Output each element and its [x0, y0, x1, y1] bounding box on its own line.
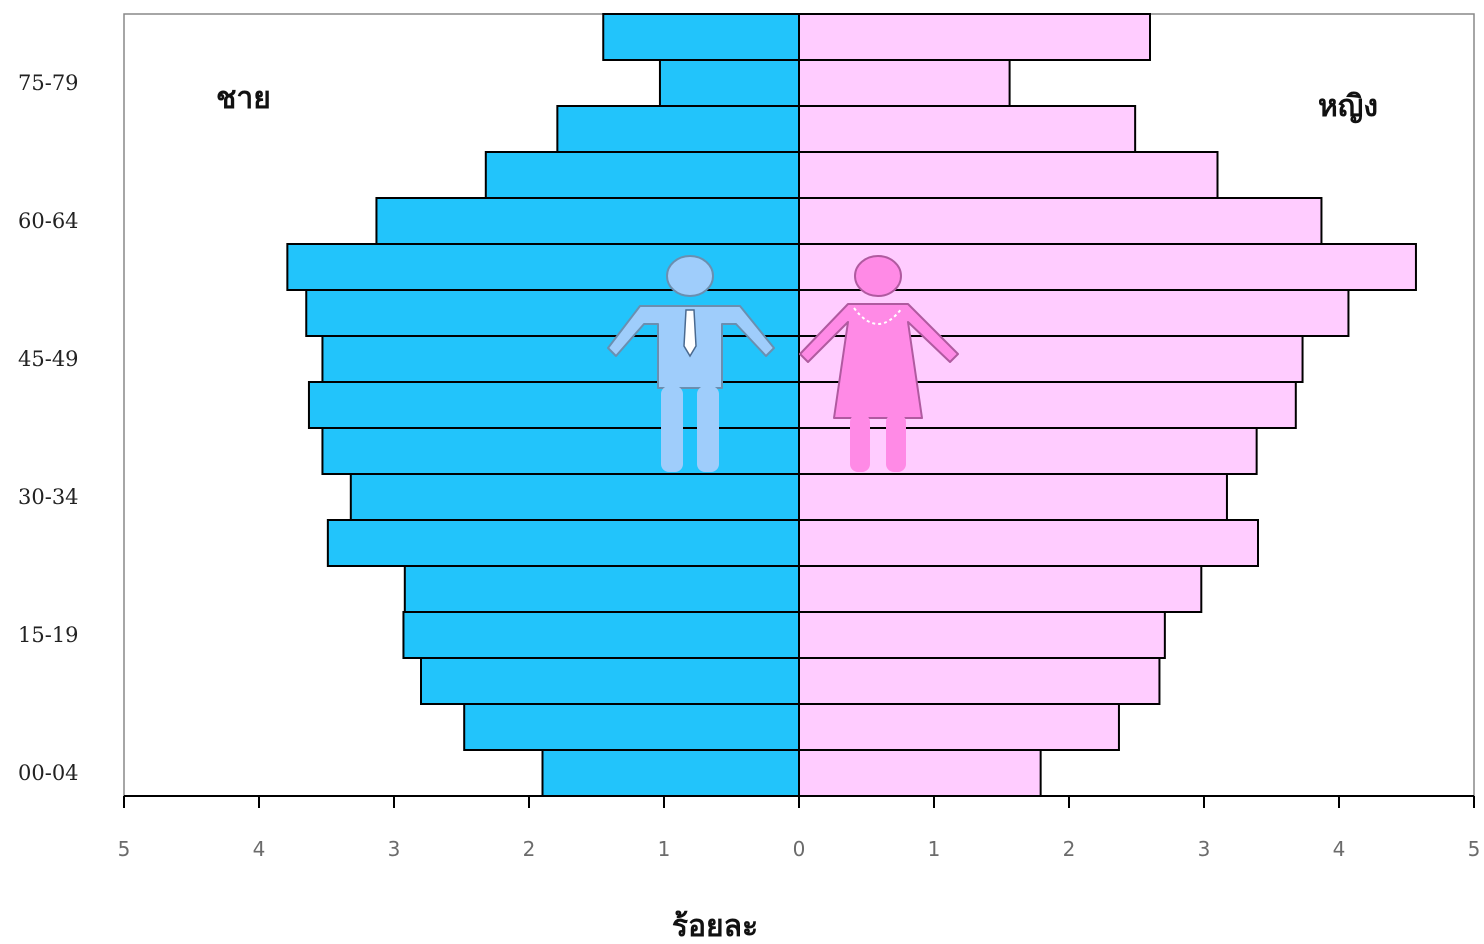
x-ticks-group: 5 4 3 2 1 0 1 2 3 4 5 — [118, 796, 1481, 861]
x-tick-label: 1 — [658, 837, 671, 861]
female-bar-30-34 — [798, 473, 1228, 521]
female-bar-00-04 — [798, 749, 1042, 797]
female-bar-10-14 — [798, 657, 1161, 705]
male-bar-20-24 — [403, 565, 800, 613]
age-group-label: 60-64 — [18, 209, 79, 233]
male-bar-60-64 — [375, 197, 800, 245]
woman-icon — [799, 255, 959, 472]
male-bar-15-19 — [402, 611, 800, 659]
x-tick-label: 0 — [793, 837, 806, 861]
female-bar-65-69 — [798, 151, 1219, 199]
age-group-label: 45-49 — [18, 347, 79, 371]
male-bar-75-79 — [658, 59, 801, 107]
male-bar-40-44 — [307, 381, 800, 429]
male-bar-25-29 — [326, 519, 800, 567]
age-group-label: 00-04 — [18, 761, 79, 785]
age-labels-group: 00-04 15-19 30-34 45-49 60-64 75-79 — [18, 71, 79, 785]
x-tick-label: 2 — [523, 837, 536, 861]
male-series-label: ชาย — [216, 81, 271, 116]
age-group-label: 15-19 — [18, 623, 79, 647]
x-tick-label: 2 — [1063, 837, 1076, 861]
female-bar-55-59 — [798, 243, 1417, 291]
female-bar-75-79 — [798, 59, 1011, 107]
female-bar-15-19 — [798, 611, 1166, 659]
female-bar-20-24 — [798, 565, 1203, 613]
female-bar-25-29 — [798, 519, 1259, 567]
age-group-label: 75-79 — [18, 71, 79, 95]
x-tick-label: 1 — [928, 837, 941, 861]
female-bar-80+ — [798, 13, 1151, 61]
x-tick-label: 4 — [1333, 837, 1346, 861]
female-bar-70-74 — [798, 105, 1137, 153]
male-bar-45-49 — [321, 335, 800, 383]
male-bar-55-59 — [286, 243, 800, 291]
age-group-label: 30-34 — [18, 485, 79, 509]
female-series-label: หญิง — [1318, 89, 1378, 124]
male-bar-30-34 — [349, 473, 800, 521]
male-bar-05-09 — [463, 703, 800, 751]
male-bar-70-74 — [556, 105, 800, 153]
x-tick-label: 5 — [1468, 837, 1481, 861]
man-icon — [607, 255, 775, 472]
male-bar-80+ — [602, 13, 800, 61]
x-tick-label: 4 — [253, 837, 266, 861]
male-bar-65-69 — [484, 151, 800, 199]
female-bar-60-64 — [798, 197, 1323, 245]
x-axis-title: ร้อยละ — [672, 909, 758, 944]
x-tick-label: 3 — [388, 837, 401, 861]
x-tick-label: 5 — [118, 837, 131, 861]
male-bar-10-14 — [420, 657, 800, 705]
female-bar-05-09 — [798, 703, 1120, 751]
x-tick-label: 3 — [1198, 837, 1211, 861]
male-bar-00-04 — [541, 749, 800, 797]
male-bar-35-39 — [321, 427, 800, 475]
